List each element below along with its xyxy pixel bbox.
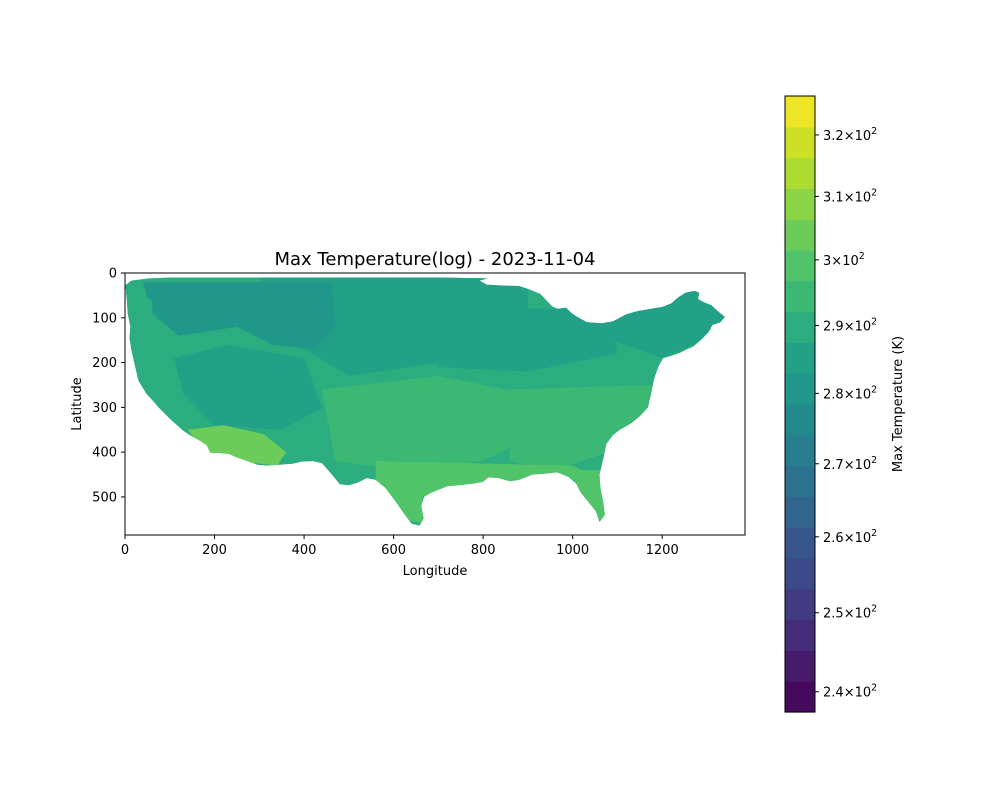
colorbar-tick-base: 10: [855, 319, 872, 334]
colorbar-tick-label: 2.8×102: [823, 384, 877, 402]
colorbar-band: [785, 404, 815, 436]
colorbar-tick-mantissa: 2.7: [823, 458, 844, 473]
x-tick-label: 1000: [556, 543, 589, 558]
colorbar-tick-exponent: 2: [871, 384, 877, 395]
colorbar-tick-times: ×: [844, 531, 855, 546]
colorbar-tick-label: 2.4×102: [823, 683, 877, 701]
colorbar-band: [785, 527, 815, 559]
x-axis-label: Longitude: [403, 564, 468, 579]
colorbar-tick-exponent: 2: [871, 528, 877, 539]
colorbar-band: [785, 126, 815, 159]
region-great-basin: [174, 344, 322, 430]
region-great-lakes: [438, 308, 618, 372]
colorbar-tick-label: 3.1×102: [823, 187, 877, 205]
colorbar-band: [785, 588, 815, 621]
x-tick-label: 400: [292, 543, 317, 558]
colorbar-tick-times: ×: [844, 458, 855, 473]
colorbar-tick-times: ×: [844, 190, 855, 205]
colorbar-tick-exponent: 2: [871, 683, 877, 694]
colorbar-tick-label: 2.9×102: [823, 316, 877, 334]
y-tick-label: 500: [92, 490, 117, 505]
colorbar: 2.4×1022.5×1022.6×1022.7×1022.8×1022.9×1…: [784, 95, 906, 713]
colorbar-tick-times: ×: [844, 319, 855, 334]
colorbar-band: [785, 157, 815, 189]
colorbar-tick-mantissa: 2.5: [823, 607, 844, 622]
y-axis-label: Latitude: [70, 377, 85, 431]
plot-frame: [124, 272, 746, 536]
colorbar-tick-times: ×: [831, 254, 842, 269]
x-tick-label: 800: [471, 543, 496, 558]
x-tick-label: 200: [202, 543, 227, 558]
region-northern-rockies: [142, 282, 336, 350]
x-tick-label: 600: [381, 543, 406, 558]
region-desert-southwest: [187, 425, 287, 466]
colorbar-tick-times: ×: [844, 686, 855, 701]
y-axis: 0 100 200 300 400 500: [92, 267, 125, 505]
colorbar-bands: [785, 96, 815, 713]
colorbar-ticks: 2.4×1022.5×1022.6×1022.7×1022.8×1022.9×1…: [815, 126, 877, 701]
colorbar-band: [785, 558, 815, 590]
colorbar-label: Max Temperature (K): [891, 336, 906, 472]
colorbar-band: [785, 465, 815, 497]
colorbar-tick-times: ×: [844, 607, 855, 622]
colorbar-tick-times: ×: [844, 129, 855, 144]
colorbar-tick-exponent: 2: [871, 604, 877, 615]
region-southern-plains: [322, 376, 537, 471]
colorbar-tick-mantissa: 2.8: [823, 387, 844, 402]
colorbar-tick-label: 2.5×102: [823, 604, 877, 622]
y-tick-label: 300: [92, 401, 117, 416]
colorbar-tick-exponent: 2: [871, 455, 877, 466]
colorbar-tick-mantissa: 3: [823, 254, 831, 269]
colorbar-band: [785, 496, 815, 528]
chart-title: Max Temperature(log) - 2023-11-04: [275, 249, 596, 270]
region-west-coast: [125, 290, 193, 439]
colorbar-tick-mantissa: 2.4: [823, 686, 844, 701]
colorbar-tick-exponent: 2: [871, 316, 877, 327]
x-axis: 0 200 400 600 800 1000 1200: [121, 535, 679, 558]
colorbar-band: [785, 219, 815, 251]
colorbar-tick-base: 10: [855, 387, 872, 402]
x-tick-label: 0: [121, 543, 129, 558]
colorbar-tick-base: 10: [855, 686, 872, 701]
colorbar-tick-times: ×: [844, 387, 855, 402]
colorbar-band: [785, 434, 815, 467]
colorbar-tick-base: 10: [855, 129, 872, 144]
colorbar-band: [785, 311, 815, 343]
colorbar-tick-label: 2.6×102: [823, 528, 877, 546]
colorbar-tick-mantissa: 2.6: [823, 531, 844, 546]
region-southeast: [510, 385, 654, 471]
colorbar-tick-exponent: 2: [859, 251, 865, 262]
x-tick-label: 1200: [646, 543, 679, 558]
region-florida: [572, 470, 607, 524]
colorbar-band: [785, 280, 815, 313]
colorbar-band: [785, 250, 815, 282]
colorbar-tick-label: 3.2×102: [823, 126, 877, 144]
y-tick-label: 0: [109, 267, 117, 282]
colorbar-tick-exponent: 2: [871, 187, 877, 198]
colorbar-tick-base: 10: [855, 190, 872, 205]
colorbar-band: [785, 681, 815, 713]
colorbar-tick-label: 2.7×102: [823, 455, 877, 473]
colorbar-tick-mantissa: 2.9: [823, 319, 844, 334]
y-tick-label: 100: [92, 311, 117, 326]
colorbar-frame: [784, 95, 816, 713]
colorbar-band: [785, 619, 815, 651]
colorbar-band: [785, 650, 815, 682]
colorbar-tick-base: 10: [855, 531, 872, 546]
region-south-texas: [375, 470, 425, 524]
colorbar-tick-label: 3×102: [823, 251, 865, 269]
colorbar-tick-base: 10: [842, 254, 859, 269]
y-tick-label: 400: [92, 446, 117, 461]
colorbar-tick-mantissa: 3.1: [823, 190, 844, 205]
colorbar-tick-base: 10: [855, 607, 872, 622]
colorbar-tick-exponent: 2: [871, 126, 877, 137]
colorbar-band: [785, 96, 815, 128]
colorbar-tick-mantissa: 3.2: [823, 129, 844, 144]
colorbar-band: [785, 188, 815, 220]
y-tick-label: 200: [92, 356, 117, 371]
colorbar-tick-base: 10: [855, 458, 872, 473]
colorbar-band: [785, 373, 815, 405]
colorbar-band: [785, 342, 815, 374]
